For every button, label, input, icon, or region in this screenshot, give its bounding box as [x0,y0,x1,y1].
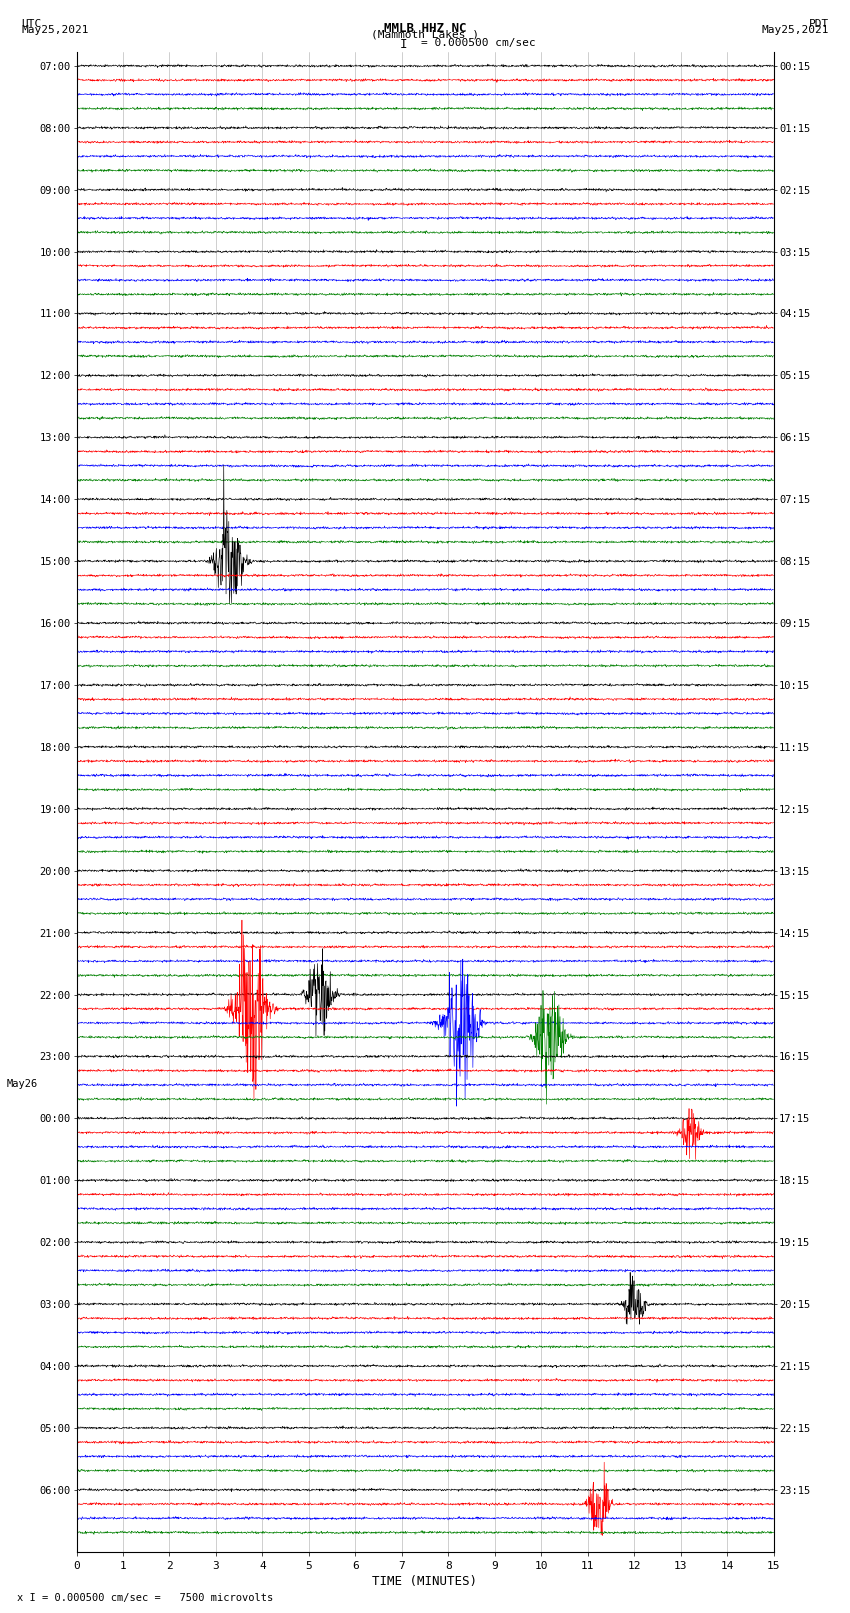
Text: May26: May26 [7,1079,38,1089]
Text: May25,2021: May25,2021 [762,24,829,35]
Text: = 0.000500 cm/sec: = 0.000500 cm/sec [421,37,536,48]
Text: I: I [400,37,407,52]
Text: (Mammoth Lakes ): (Mammoth Lakes ) [371,31,479,40]
Text: May25,2021: May25,2021 [21,24,88,35]
Text: PDT: PDT [808,18,829,29]
Text: MMLB HHZ NC: MMLB HHZ NC [383,23,467,35]
Text: UTC: UTC [21,18,42,29]
Text: x I = 0.000500 cm/sec =   7500 microvolts: x I = 0.000500 cm/sec = 7500 microvolts [17,1594,273,1603]
X-axis label: TIME (MINUTES): TIME (MINUTES) [372,1574,478,1587]
